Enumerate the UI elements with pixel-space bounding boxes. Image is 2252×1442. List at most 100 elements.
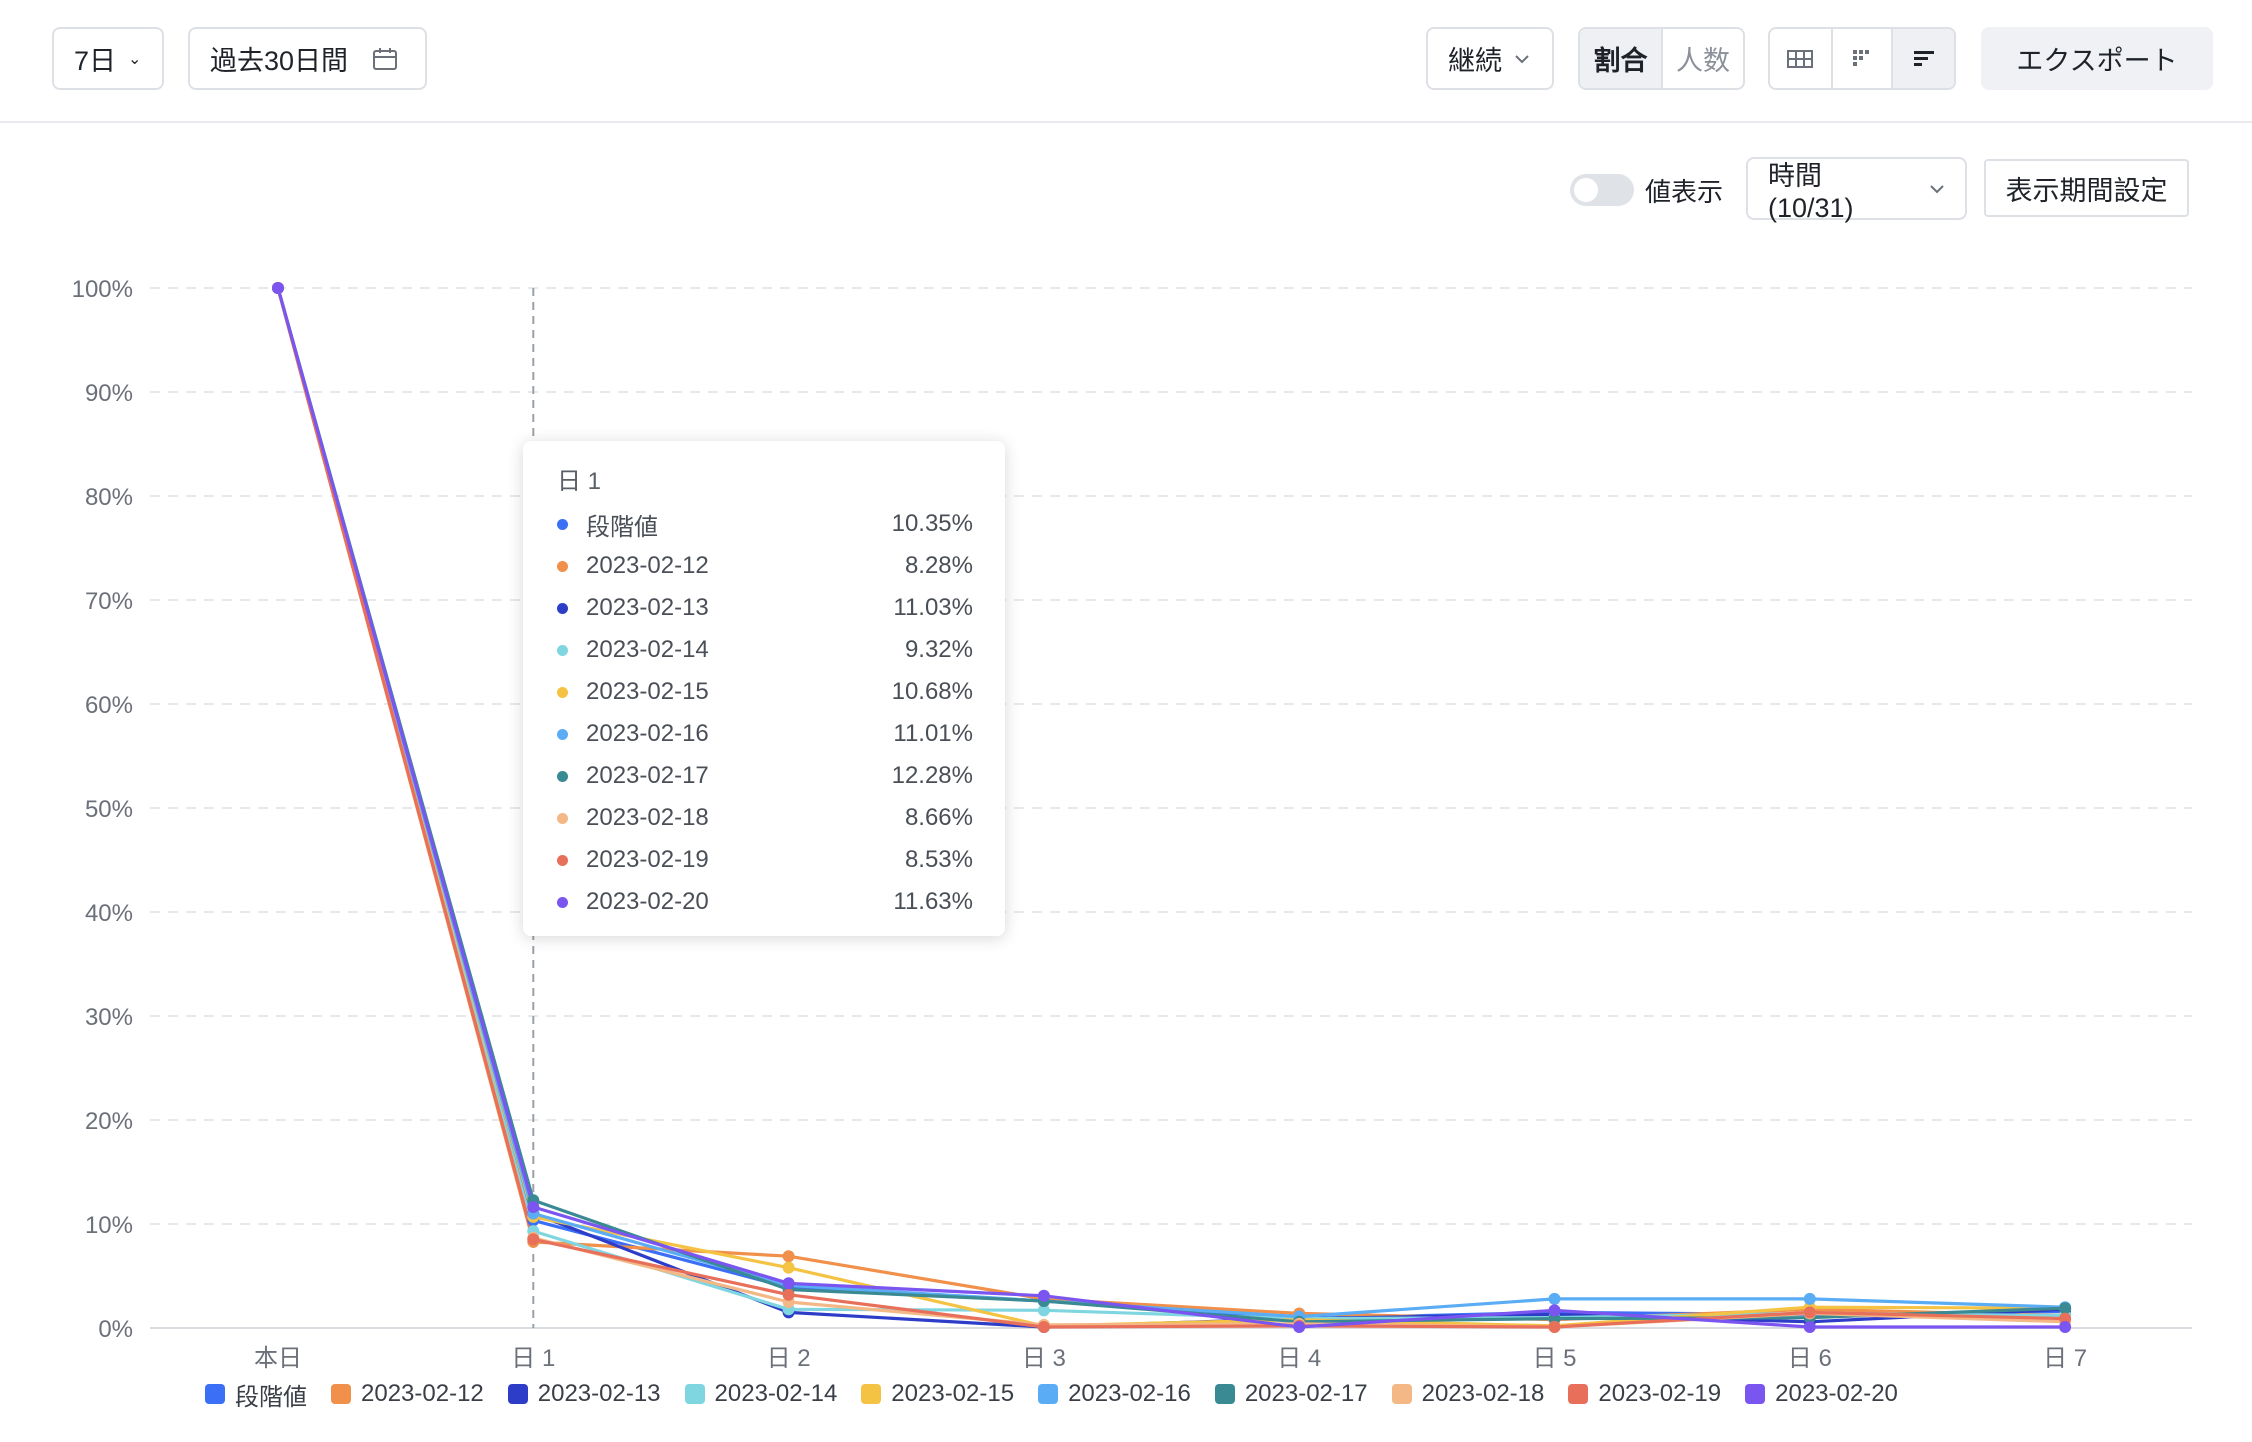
calendar-icon: [372, 47, 398, 71]
legend-item[interactable]: 2023-02-19: [1568, 1380, 1721, 1408]
legend-item[interactable]: 2023-02-18: [1391, 1380, 1545, 1408]
x-tick-label: 日 7: [2043, 1345, 2087, 1372]
time-select[interactable]: 時間 (10/31): [1746, 157, 1967, 223]
data-point: [782, 1288, 795, 1301]
tooltip-value: 11.63%: [893, 888, 973, 915]
x-tick-label: 日 5: [1532, 1345, 1576, 1372]
tooltip-series-name: 2023-02-17: [586, 762, 709, 789]
data-point: [2059, 1320, 2072, 1333]
data-point: [1803, 1320, 1816, 1333]
data-point: [1037, 1304, 1050, 1317]
data-point: [1548, 1312, 1561, 1325]
series-dot-icon: [557, 518, 568, 530]
tooltip-row: 2023-02-17 12.28%: [557, 759, 973, 793]
legend-label: 段階値: [235, 1383, 307, 1411]
tooltip-row: 2023-02-13 11.03%: [557, 591, 973, 625]
date-range-picker[interactable]: 過去30日間: [188, 27, 427, 90]
tooltip-value: 8.66%: [904, 804, 973, 831]
legend-swatch-icon: [1391, 1384, 1412, 1404]
legend-item[interactable]: 2023-02-14: [684, 1380, 837, 1408]
legend-swatch-icon: [1568, 1384, 1589, 1404]
tooltip-row: 2023-02-16 11.01%: [557, 717, 973, 751]
y-tick-label: 30%: [85, 1004, 133, 1031]
count-tab[interactable]: 人数: [1660, 29, 1743, 88]
period-select-label: 7日: [74, 46, 117, 76]
cohort-view-icon[interactable]: [1830, 29, 1892, 88]
table-view-icon[interactable]: [1770, 29, 1831, 88]
chart-legend: 段階値 2023-02-12 2023-02-13 2023-02-14 2023-02…: [205, 1377, 1922, 1412]
y-tick-label: 60%: [85, 692, 133, 719]
period-select[interactable]: 7日 ⌄: [52, 27, 164, 90]
y-tick-label: 90%: [85, 380, 133, 407]
data-point: [782, 1261, 795, 1274]
switch-knob: [1574, 178, 1598, 202]
period-setting-button[interactable]: 表示期間設定: [1984, 159, 2189, 217]
series-line: [276, 287, 2066, 1319]
date-range-label: 過去30日間: [210, 46, 349, 76]
x-tick-label: 日 1: [511, 1345, 555, 1372]
tooltip-value: 11.01%: [893, 720, 973, 747]
tooltip-series-name: 2023-02-18: [586, 804, 709, 831]
legend-swatch-icon: [331, 1384, 351, 1404]
tooltip-series-name: 2023-02-19: [586, 846, 709, 873]
tooltip-value: 11.03%: [893, 594, 973, 621]
x-tick-label: 日 6: [1788, 1345, 1832, 1372]
series-lines: [276, 287, 2066, 1329]
legend-item[interactable]: 2023-02-15: [861, 1380, 1014, 1408]
line-view-icon[interactable]: [1891, 29, 1954, 88]
data-point: [1548, 1320, 1561, 1333]
tooltip-row: 2023-02-20 11.63%: [557, 885, 973, 919]
legend-label: 2023-02-18: [1421, 1380, 1545, 1407]
value-display-label: 値表示: [1645, 177, 1724, 207]
chevron-down-icon: [1929, 184, 1945, 194]
data-point: [782, 1250, 795, 1263]
series-dot-icon: [557, 686, 568, 698]
legend-label: 2023-02-19: [1598, 1380, 1722, 1407]
data-point: [1548, 1304, 1561, 1317]
y-tick-label: 70%: [85, 588, 133, 615]
data-point: [2059, 1302, 2072, 1315]
view-type-toggle: [1768, 27, 1956, 90]
series-dot-icon: [557, 854, 568, 866]
legend-swatch-icon: [205, 1384, 225, 1404]
legend-item[interactable]: 2023-02-12: [331, 1380, 484, 1408]
tooltip-value: 9.32%: [904, 636, 973, 663]
tooltip-series-name: 2023-02-15: [586, 678, 709, 705]
legend-swatch-icon: [1214, 1384, 1235, 1404]
tooltip-row: 2023-02-19 8.53%: [557, 843, 973, 877]
legend-item[interactable]: 2023-02-17: [1214, 1380, 1368, 1408]
legend-item[interactable]: 2023-02-16: [1038, 1380, 1191, 1408]
data-point: [2059, 1312, 2072, 1325]
value-display-switch[interactable]: [1570, 174, 1634, 206]
legend-label: 2023-02-13: [537, 1380, 661, 1407]
series-dot-icon: [557, 644, 568, 656]
x-tick-label: 本日: [254, 1345, 302, 1372]
y-tick-label: 100%: [72, 276, 133, 303]
tooltip-series-name: 2023-02-20: [586, 888, 709, 915]
mode-select-label: 継続: [1448, 46, 1502, 76]
data-point: [272, 282, 284, 294]
tooltip-series-name: 2023-02-13: [586, 594, 709, 621]
x-tick-label: 日 4: [1277, 1345, 1321, 1372]
ratio-count-toggle: 割合 人数: [1578, 27, 1745, 90]
chart-tooltip: 日 1 段階値 10.35% 2023-02-12 8.28% 2023-02-13 11…: [523, 441, 1005, 936]
tooltip-title: 日 1: [557, 468, 602, 495]
legend-item[interactable]: 2023-02-20: [1745, 1380, 1898, 1408]
series-dot-icon: [557, 602, 568, 614]
mode-select[interactable]: 継続: [1426, 27, 1554, 90]
export-button[interactable]: エクスポート: [1981, 27, 2213, 90]
legend-label: 2023-02-17: [1244, 1380, 1368, 1407]
series-line: [276, 287, 2066, 1329]
legend-swatch-icon: [1745, 1384, 1766, 1404]
x-tick-label: 日 3: [1022, 1345, 1066, 1372]
legend-item[interactable]: 段階値: [205, 1377, 307, 1412]
tooltip-row: 2023-02-15 10.68%: [557, 675, 973, 709]
legend-item[interactable]: 2023-02-13: [507, 1380, 661, 1408]
data-point: [1803, 1292, 1816, 1305]
y-axis-ticks: 0% 10% 20% 30% 40% 50% 60% 70% 80% 90% 100%: [72, 276, 133, 1343]
tooltip-row: 2023-02-12 8.28%: [557, 549, 973, 583]
series-dot-icon: [557, 770, 568, 782]
tooltip-series-name: 2023-02-12: [586, 552, 709, 579]
legend-label: 2023-02-12: [361, 1380, 484, 1407]
ratio-tab[interactable]: 割合: [1580, 29, 1661, 88]
